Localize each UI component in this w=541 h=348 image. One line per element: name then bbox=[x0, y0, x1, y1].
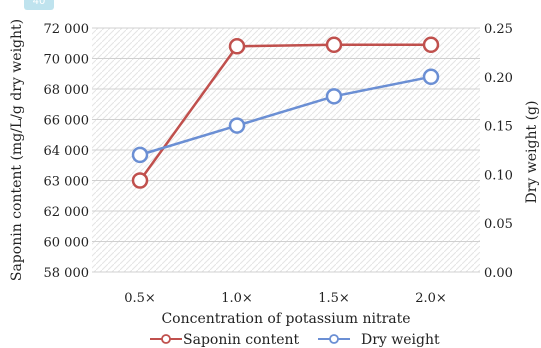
right-axis-title: Dry weight (g) bbox=[524, 101, 540, 204]
left-tick-label: 70 000 bbox=[44, 53, 90, 68]
saponin-content-legend-marker bbox=[161, 334, 171, 344]
right-tick-label: 0.10 bbox=[484, 168, 513, 183]
saponin-content-point bbox=[325, 36, 343, 54]
left-tick-label: 68 000 bbox=[44, 83, 90, 98]
left-tick-label: 60 000 bbox=[44, 236, 90, 251]
x-axis-title: Concentration of potassium nitrate bbox=[161, 311, 410, 327]
dry-weight-point bbox=[131, 146, 149, 164]
saponin-content-point bbox=[422, 36, 440, 54]
dry-weight-legend-label: Dry weight bbox=[361, 332, 440, 348]
x-tick-label: 1.0× bbox=[221, 291, 253, 306]
saponin-content-point bbox=[228, 38, 246, 55]
dry-weight-line bbox=[139, 75, 432, 157]
dry-weight-point bbox=[422, 68, 440, 86]
left-tick-label: 62 000 bbox=[44, 205, 90, 220]
left-tick-label: 63 000 bbox=[44, 175, 90, 190]
legend: Saponin content Dry weight bbox=[150, 332, 440, 348]
x-tick-label: 2.0× bbox=[415, 291, 447, 306]
left-tick-label: 58 000 bbox=[44, 266, 90, 281]
x-tick-label: 0.5× bbox=[124, 291, 156, 306]
x-tick-label: 1.5× bbox=[318, 291, 350, 306]
left-tick-label: 66 000 bbox=[44, 114, 90, 129]
right-tick-label: 0.05 bbox=[484, 217, 513, 232]
right-tick-label: 0.15 bbox=[484, 120, 513, 135]
dry-weight-point bbox=[228, 117, 246, 134]
page-number-badge: 40 bbox=[24, 0, 54, 10]
right-tick-label: 0.25 bbox=[484, 22, 513, 37]
right-tick-label: 0.20 bbox=[484, 71, 513, 86]
saponin-content-line bbox=[138, 43, 431, 182]
saponin-content-legend-label: Saponin content bbox=[183, 332, 300, 348]
saponin-content-point bbox=[131, 172, 149, 189]
left-axis-title: Saponin content (mg/L/g dry weight) bbox=[9, 19, 25, 281]
left-tick-label: 64 000 bbox=[44, 144, 90, 159]
left-tick-label: 72 000 bbox=[44, 22, 90, 37]
dry-weight-legend-marker bbox=[329, 334, 339, 344]
right-tick-label: 0.00 bbox=[484, 266, 513, 281]
dry-weight-point bbox=[325, 88, 343, 105]
